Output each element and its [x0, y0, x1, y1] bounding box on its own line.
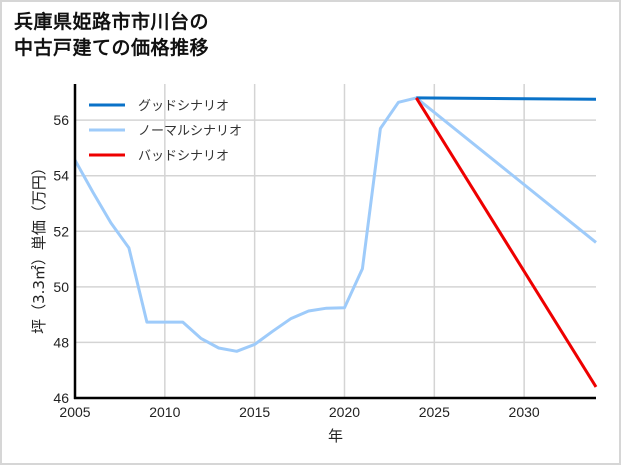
chart-title: 兵庫県姫路市市川台の 中古戸建ての価格推移	[14, 9, 209, 61]
x-axis-title: 年	[328, 427, 343, 445]
y-tick-label: 50	[53, 279, 69, 295]
y-tick-label: 56	[53, 112, 69, 128]
series-lines	[73, 96, 598, 388]
series-line	[415, 97, 598, 388]
y-tick-label: 46	[53, 390, 69, 406]
y-tick-label: 52	[53, 223, 69, 239]
chart-title-line2: 中古戸建ての価格推移	[14, 37, 210, 59]
x-tick-label: 2020	[329, 404, 360, 420]
x-tick-label: 2005	[59, 404, 90, 420]
x-tick-label: 2025	[419, 404, 450, 420]
x-tick-label: 2010	[149, 404, 180, 420]
legend-label: グッドシナリオ	[138, 99, 229, 114]
chart-title-line1: 兵庫県姫路市市川台の	[14, 11, 210, 33]
legend-label: バッドシナリオ	[138, 149, 229, 164]
grid-lines	[75, 84, 596, 398]
y-axis-title: 坪（3.3㎡）単価（万円）	[30, 160, 48, 334]
x-tick-label: 2030	[509, 404, 540, 420]
series-line	[416, 96, 597, 101]
y-tick-label: 48	[53, 334, 69, 350]
y-tick-label: 54	[53, 168, 69, 184]
x-tick-label: 2015	[239, 404, 270, 420]
tick-labels: 2005 2010 2015 2020 2025 2030 46 48 50 52 54 56	[53, 112, 539, 420]
legend-label: ノーマルシナリオ	[138, 124, 242, 139]
axes	[73, 84, 596, 400]
series-line	[73, 96, 597, 353]
